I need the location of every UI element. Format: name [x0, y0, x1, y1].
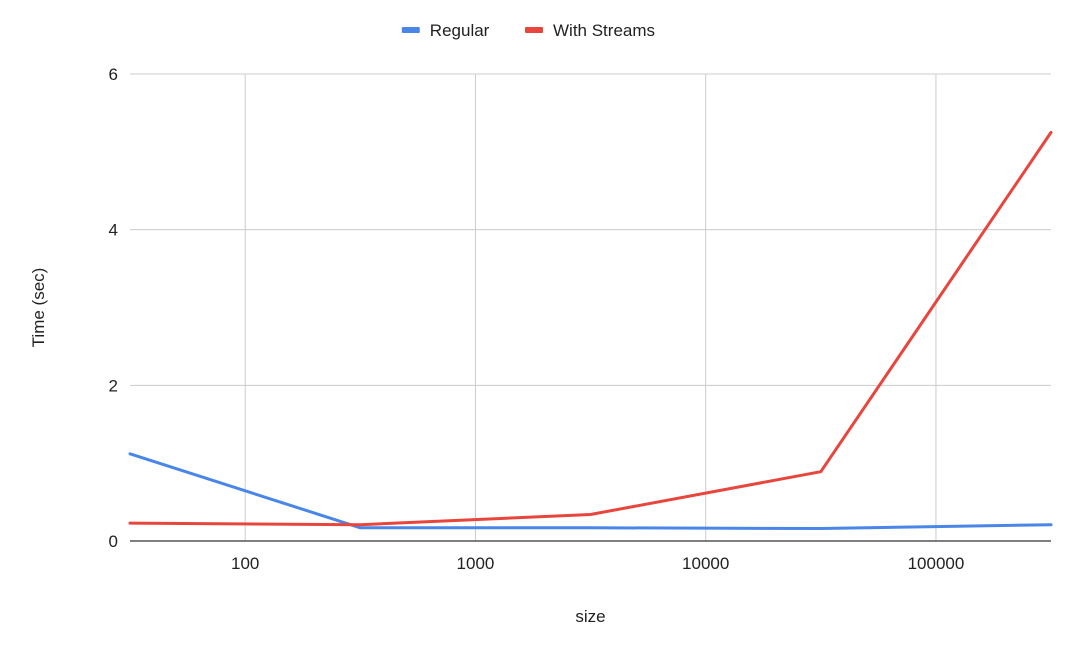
legend-label: Regular [430, 21, 490, 40]
series-line-regular [128, 452, 1053, 530]
y-axis-ticks: 0 2 4 6 [109, 65, 118, 551]
series-line-with-streams [128, 130, 1053, 527]
x-tick-label: 100 [231, 554, 259, 573]
legend-swatch [525, 27, 543, 33]
legend-swatch [401, 27, 420, 33]
y-tick-label: 0 [109, 532, 118, 551]
y-tick-label: 2 [109, 376, 118, 395]
grid [130, 73, 1051, 541]
y-tick-label: 4 [109, 221, 118, 240]
series-lines [128, 130, 1053, 530]
x-tick-label: 10000 [682, 554, 729, 573]
y-axis-title: Time (sec) [29, 268, 48, 348]
x-tick-label: 1000 [457, 554, 495, 573]
x-tick-label: 100000 [908, 554, 965, 573]
legend-label: With Streams [553, 21, 655, 40]
x-axis-ticks: 100 1000 10000 100000 [231, 554, 964, 573]
x-axis-title: size [575, 607, 605, 626]
legend: Regular With Streams [401, 21, 655, 40]
y-tick-label: 6 [109, 65, 118, 84]
